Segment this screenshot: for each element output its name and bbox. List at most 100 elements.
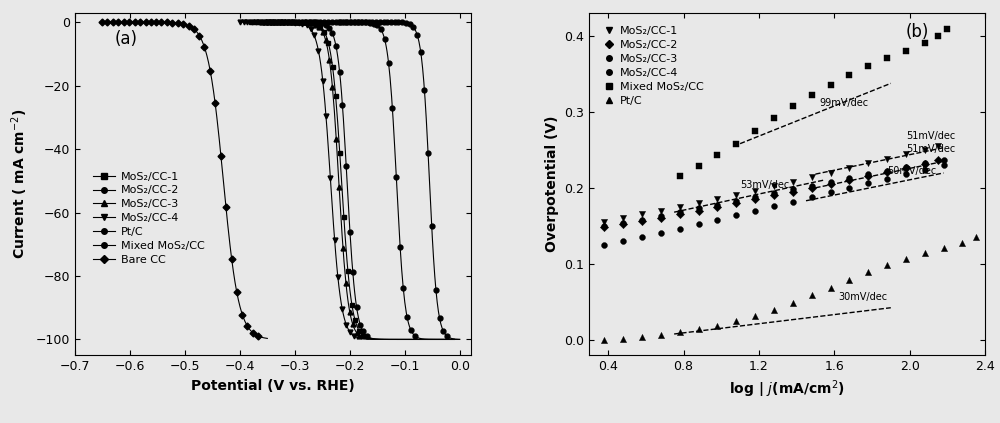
Point [930, 157, 946, 164]
Point [653, 230, 669, 237]
Point [709, 322, 725, 329]
Point [936, 244, 952, 251]
Point [898, 165, 914, 171]
Point [879, 168, 895, 175]
Point [823, 169, 839, 176]
Point [804, 174, 820, 181]
Text: 51mV/dec: 51mV/dec [906, 131, 955, 140]
Point [917, 160, 933, 167]
Point [785, 186, 801, 193]
Point [936, 162, 952, 168]
Point [728, 200, 744, 206]
Point [879, 175, 895, 182]
Point [930, 32, 946, 39]
Point [709, 152, 725, 159]
Point [653, 331, 669, 338]
X-axis label: Potential (V vs. RHE): Potential (V vs. RHE) [191, 379, 355, 393]
Point [917, 166, 933, 173]
Point [917, 250, 933, 257]
Text: (b): (b) [906, 23, 929, 41]
Point [766, 306, 782, 313]
Point [841, 175, 857, 181]
Point [766, 114, 782, 121]
Point [860, 171, 876, 178]
Point [898, 151, 914, 158]
Point [898, 171, 914, 178]
Point [653, 207, 669, 214]
Point [766, 190, 782, 197]
Point [785, 198, 801, 205]
Point [672, 211, 688, 218]
Point [954, 239, 970, 246]
Point [672, 329, 688, 336]
Text: 50mV/dec: 50mV/dec [887, 166, 936, 176]
Point [879, 55, 895, 62]
Point [615, 215, 631, 222]
Point [823, 179, 839, 185]
Point [747, 127, 763, 134]
Point [691, 326, 707, 333]
Point [672, 225, 688, 232]
Point [879, 156, 895, 162]
Point [939, 26, 955, 33]
Point [823, 284, 839, 291]
Point [615, 220, 631, 226]
Point [672, 203, 688, 210]
Point [672, 209, 688, 216]
Point [879, 168, 895, 174]
Point [634, 234, 650, 241]
Y-axis label: Current ( mA cm$^{-2}$): Current ( mA cm$^{-2}$) [10, 109, 30, 259]
Point [841, 177, 857, 184]
Legend: MoS₂/CC-1, MoS₂/CC-2, MoS₂/CC-3, MoS₂/CC-4, Pt/C, Mixed MoS₂/CC, Bare CC: MoS₂/CC-1, MoS₂/CC-2, MoS₂/CC-3, MoS₂/CC… [88, 167, 209, 269]
Text: 99mV/dec: 99mV/dec [819, 98, 868, 108]
Point [634, 334, 650, 341]
Point [596, 242, 612, 248]
Point [860, 63, 876, 69]
Point [747, 312, 763, 319]
Point [917, 40, 933, 47]
Point [968, 234, 984, 241]
Point [860, 160, 876, 167]
Point [785, 188, 801, 195]
Point [596, 337, 612, 343]
Point [728, 318, 744, 324]
Point [823, 82, 839, 88]
X-axis label: log | $j$(mA/cm$^2$): log | $j$(mA/cm$^2$) [729, 379, 845, 400]
Point [615, 335, 631, 342]
Point [823, 181, 839, 187]
Point [615, 238, 631, 244]
Point [691, 207, 707, 214]
Point [728, 198, 744, 204]
Text: 53mV/dec: 53mV/dec [740, 180, 789, 190]
Point [728, 212, 744, 219]
Y-axis label: Overpotential (V): Overpotential (V) [545, 116, 559, 252]
Point [785, 299, 801, 306]
Point [728, 192, 744, 199]
Point [917, 146, 933, 153]
Point [747, 196, 763, 203]
Point [672, 173, 688, 180]
Point [596, 224, 612, 231]
Point [898, 164, 914, 170]
Point [841, 184, 857, 191]
Point [728, 140, 744, 147]
Text: 30mV/dec: 30mV/dec [838, 292, 887, 302]
Point [596, 222, 612, 229]
Point [917, 161, 933, 168]
Point [634, 211, 650, 218]
Point [898, 47, 914, 54]
Text: 51mV/dec: 51mV/dec [906, 143, 955, 154]
Point [709, 217, 725, 223]
Text: (a): (a) [115, 30, 138, 48]
Point [936, 156, 952, 163]
Point [747, 187, 763, 194]
Point [653, 215, 669, 222]
Point [709, 201, 725, 208]
Point [709, 196, 725, 203]
Point [860, 180, 876, 187]
Point [691, 221, 707, 228]
Point [804, 184, 820, 191]
Point [766, 203, 782, 209]
Point [804, 194, 820, 201]
Point [653, 213, 669, 220]
